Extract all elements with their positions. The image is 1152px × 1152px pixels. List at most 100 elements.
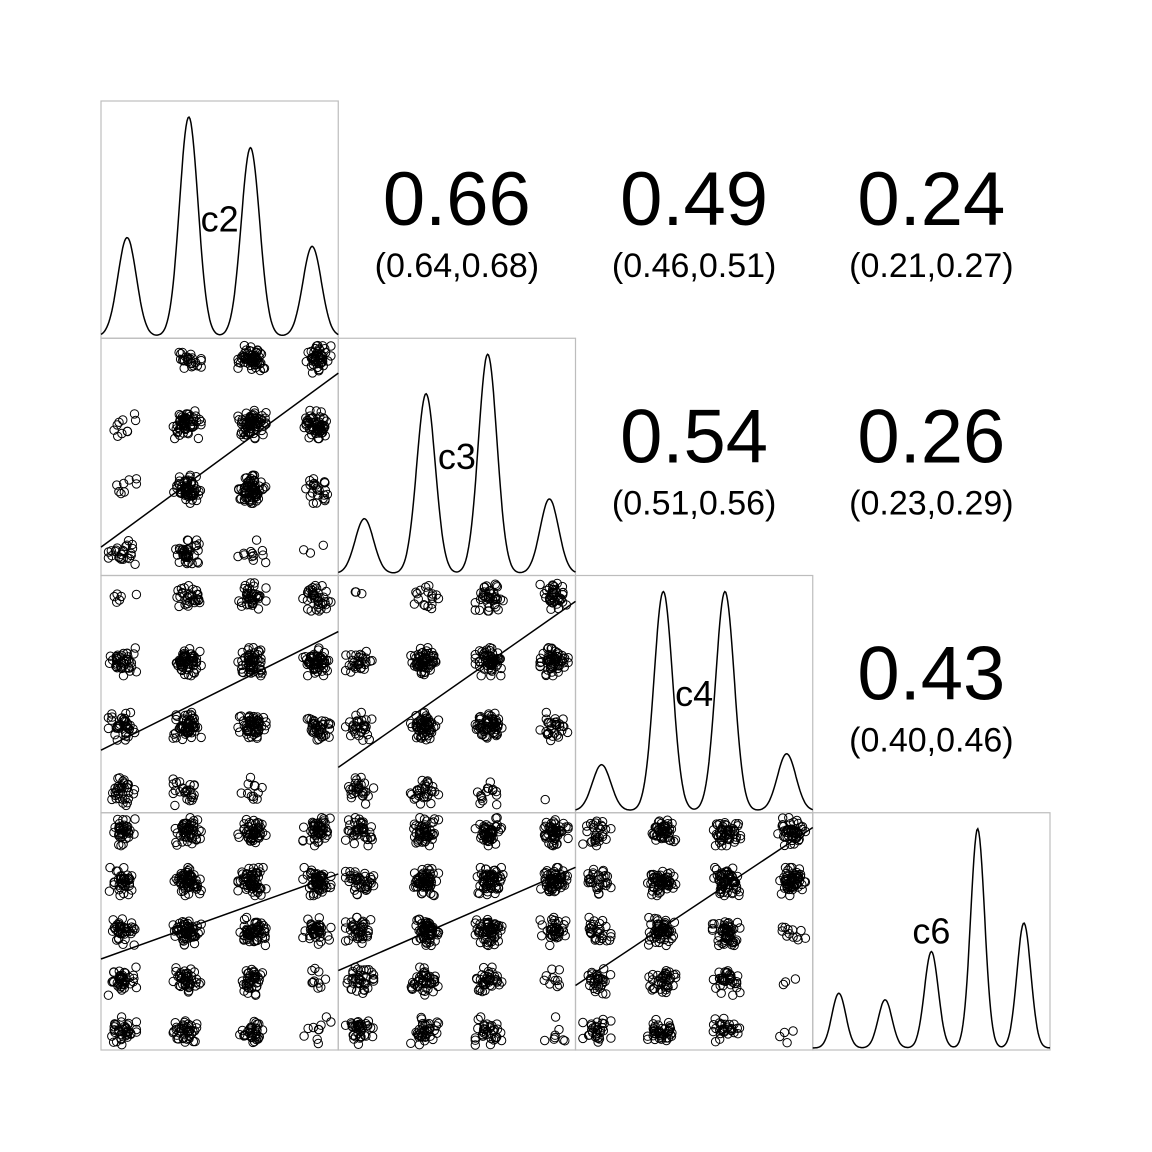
data-point <box>187 834 198 844</box>
data-point <box>476 791 487 802</box>
data-point <box>233 551 243 562</box>
data-point <box>304 658 314 668</box>
data-point <box>709 873 719 883</box>
data-point <box>594 889 604 899</box>
data-point <box>424 581 434 591</box>
data-point <box>311 605 322 615</box>
data-point <box>563 823 573 834</box>
data-point <box>731 834 741 845</box>
data-point <box>420 990 430 1000</box>
data-point <box>170 800 180 811</box>
data-point <box>239 340 250 351</box>
data-point <box>597 1018 607 1028</box>
scatter-points-c2-c3 <box>103 340 336 569</box>
data-point <box>553 651 563 662</box>
data-point <box>118 415 128 425</box>
data-point <box>664 936 674 947</box>
data-point <box>195 646 205 657</box>
data-point <box>550 596 560 606</box>
data-point <box>352 830 362 840</box>
data-point <box>122 426 133 436</box>
data-point <box>731 885 742 895</box>
data-point <box>241 814 252 825</box>
data-point <box>186 707 197 718</box>
data-point <box>348 968 358 978</box>
data-point <box>430 936 440 946</box>
data-point <box>317 341 328 351</box>
data-point <box>415 799 426 809</box>
data-point <box>558 587 568 598</box>
data-point <box>191 495 202 506</box>
data-point <box>558 1035 568 1045</box>
data-point <box>319 655 330 666</box>
data-point <box>348 973 358 983</box>
data-point <box>487 927 497 937</box>
data-point <box>178 715 188 725</box>
data-point <box>417 864 427 875</box>
data-point <box>427 599 437 609</box>
data-point <box>585 873 595 883</box>
data-point <box>407 722 417 732</box>
data-point <box>548 671 558 681</box>
data-point <box>582 826 592 837</box>
data-point <box>490 839 501 849</box>
data-point <box>351 925 361 935</box>
data-point <box>187 795 197 805</box>
data-point <box>121 826 131 836</box>
data-point <box>496 1028 506 1038</box>
data-point <box>242 591 253 601</box>
data-point <box>189 722 200 733</box>
data-point <box>350 1032 361 1042</box>
data-point <box>244 973 255 983</box>
data-point <box>189 597 200 608</box>
data-point <box>670 835 681 845</box>
data-point <box>116 1017 127 1027</box>
correlation-ci-c3-c6: (0.23,0.29) <box>849 484 1013 522</box>
data-point <box>431 876 442 886</box>
data-point <box>307 965 317 976</box>
data-point <box>248 794 259 804</box>
data-point <box>358 735 368 745</box>
data-point <box>482 889 492 900</box>
data-point <box>599 871 609 881</box>
data-point <box>495 594 506 604</box>
data-point <box>665 1022 675 1033</box>
data-point <box>363 925 373 936</box>
data-point <box>488 828 498 838</box>
data-point <box>177 734 188 745</box>
data-point <box>539 868 549 879</box>
data-point <box>251 359 261 370</box>
data-point <box>498 596 508 606</box>
data-point <box>313 602 323 612</box>
data-point <box>183 598 193 609</box>
data-point <box>309 976 319 986</box>
data-point <box>543 717 553 728</box>
data-point <box>345 870 355 881</box>
data-point <box>305 411 315 421</box>
data-point <box>323 931 333 941</box>
data-point <box>423 731 433 741</box>
data-point <box>359 985 369 995</box>
data-point <box>660 833 670 843</box>
data-point <box>553 732 564 742</box>
data-point <box>365 656 375 666</box>
data-point <box>492 1019 502 1029</box>
data-point <box>411 838 421 848</box>
data-point <box>492 800 502 810</box>
data-point <box>414 652 425 662</box>
data-point <box>345 717 355 727</box>
correlation-value-c2-c3: 0.66 <box>383 157 531 242</box>
data-point <box>601 834 611 844</box>
data-point <box>491 790 502 800</box>
data-point <box>592 833 602 843</box>
data-point <box>588 864 599 875</box>
data-point <box>243 779 253 789</box>
data-point <box>191 834 201 844</box>
data-point <box>470 918 480 928</box>
data-point <box>725 931 735 941</box>
data-point <box>797 884 807 895</box>
data-point <box>234 832 244 842</box>
data-point <box>734 890 744 901</box>
data-point <box>110 730 120 740</box>
